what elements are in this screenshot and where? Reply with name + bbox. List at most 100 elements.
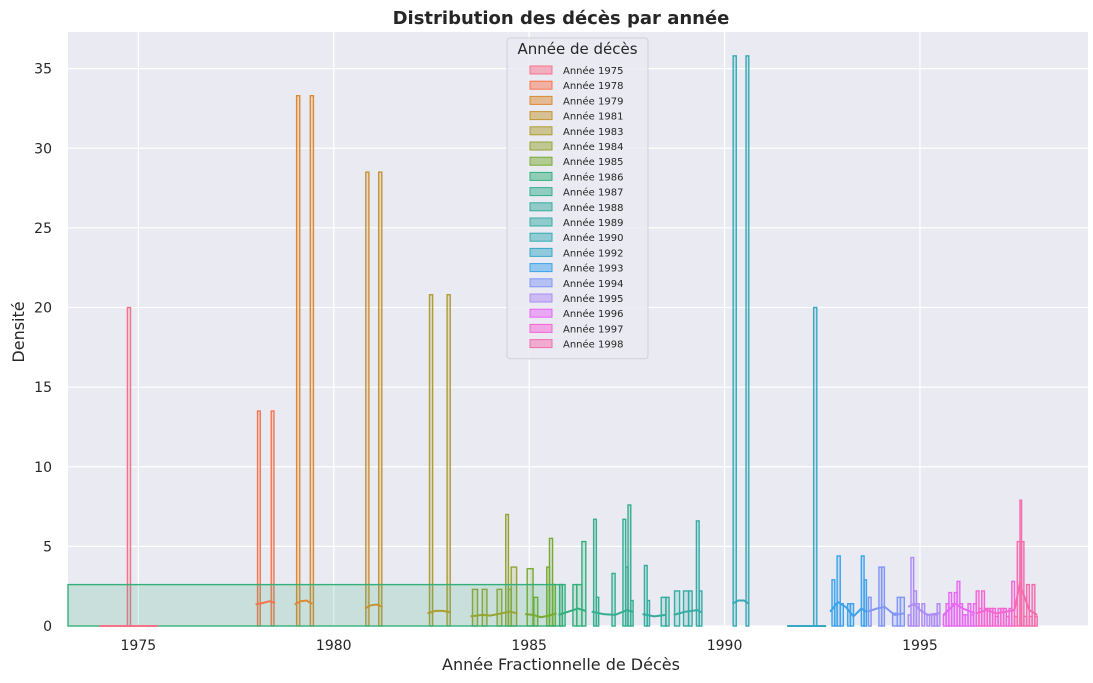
legend-swatch [529, 217, 553, 227]
legend-label: Année 1994 [563, 278, 623, 290]
histogram-bar [446, 294, 451, 627]
legend-entries: Année 1975 Année 1978 Année 1979 Année 1981… [529, 65, 623, 351]
series-année-1987 [592, 504, 634, 627]
legend-label: Année 1987 [563, 187, 623, 199]
legend-swatch [529, 95, 553, 105]
y-tick-label: 35 [34, 62, 52, 78]
series-année-1975 [126, 306, 132, 627]
histogram-bar [831, 579, 836, 627]
y-tick-label: 5 [43, 539, 52, 555]
kde-line [731, 599, 750, 605]
legend-swatch [529, 202, 553, 212]
histogram-bar [592, 518, 598, 627]
histogram-bar [646, 599, 651, 627]
legend-swatch [529, 278, 553, 288]
histogram-bar [428, 294, 434, 627]
legend-label: Année 1975 [563, 65, 623, 77]
histogram-bar [627, 504, 632, 627]
legend-label: Année 1986 [563, 171, 623, 183]
histogram-bar [630, 599, 634, 627]
series-année-1990 [732, 55, 750, 627]
histogram-bar [698, 590, 703, 627]
series-année-1988 [643, 564, 670, 627]
histogram-bar [695, 520, 700, 627]
legend-swatch [529, 247, 553, 257]
histogram-bar [660, 596, 667, 627]
legend-label: Année 1998 [563, 339, 623, 351]
x-axis-label: Année Fractionnelle de Décès [442, 655, 680, 674]
kde-line [976, 609, 1015, 615]
kde-line [942, 602, 976, 616]
histogram-bar [745, 55, 750, 627]
legend-label: Année 1988 [563, 202, 623, 214]
legend-label: Année 1979 [563, 95, 623, 107]
histogram-bar [1020, 540, 1025, 627]
axes: 1975 1980 1985 1990 1995 0 5 10 15 20 25 30 35 [34, 62, 938, 654]
legend-label: Année 1997 [563, 323, 623, 335]
x-tick-label: 1980 [316, 638, 352, 654]
histogram-bar [839, 603, 845, 627]
x-tick-label: 1990 [707, 638, 743, 654]
histogram-bar [643, 564, 648, 627]
kde-line [255, 600, 276, 606]
series-année-1992 [812, 306, 818, 627]
histogram-bar [732, 55, 737, 627]
histogram-bar [880, 566, 886, 627]
legend-swatch [529, 111, 553, 121]
histogram-bar [899, 596, 906, 627]
kde-line [907, 602, 940, 616]
kde-line [829, 600, 867, 618]
legend-swatch [529, 263, 553, 273]
legend-label: Année 1981 [563, 111, 623, 123]
legend-swatch [529, 187, 553, 197]
kde-line [591, 609, 633, 616]
histogram-bar [682, 590, 690, 627]
histogram-bar [673, 590, 681, 627]
histogram-bar [863, 579, 868, 627]
histogram-bar [926, 614, 931, 627]
x-tick-label: 1975 [121, 638, 157, 654]
legend-swatch [529, 156, 553, 166]
y-tick-label: 30 [34, 141, 52, 157]
histogram-bar [309, 94, 315, 627]
histogram-bar [921, 603, 926, 627]
kde-line [866, 605, 905, 616]
bars [67, 55, 1038, 627]
histogram-bar [1011, 580, 1016, 627]
histogram-bar [611, 572, 616, 627]
kde-line [1013, 581, 1038, 616]
histogram-bar [936, 603, 941, 627]
kde-line [470, 610, 518, 618]
legend-swatch [529, 141, 553, 151]
kde-curves [99, 581, 1038, 627]
legend-swatch [529, 293, 553, 303]
histogram-bar [687, 590, 693, 627]
legend-swatch [529, 65, 553, 75]
legend-swatch [529, 80, 553, 90]
series-année-1997 [975, 580, 1016, 627]
histogram-bar [665, 596, 670, 627]
kde-line [525, 612, 557, 619]
series-année-1995 [907, 556, 941, 627]
legend-swatch [529, 171, 553, 181]
x-tick-label: 1985 [511, 638, 547, 654]
y-tick-label: 0 [43, 619, 52, 635]
histogram-bar [812, 306, 818, 627]
kde-line [294, 599, 313, 606]
legend-swatch [529, 308, 553, 318]
y-tick-label: 25 [34, 221, 52, 237]
chart-title: Distribution des décès par année [393, 8, 730, 29]
x-tick-label: 1995 [902, 638, 938, 654]
legend-swatch [529, 339, 553, 349]
histogram-bar [365, 171, 370, 627]
y-tick-label: 10 [34, 460, 52, 476]
histogram-bar [67, 583, 566, 627]
histogram-bar [581, 540, 587, 627]
histogram-bar [836, 555, 841, 627]
series-année-1994 [867, 566, 906, 627]
legend-swatch [529, 126, 553, 136]
histogram-bar [576, 583, 583, 627]
